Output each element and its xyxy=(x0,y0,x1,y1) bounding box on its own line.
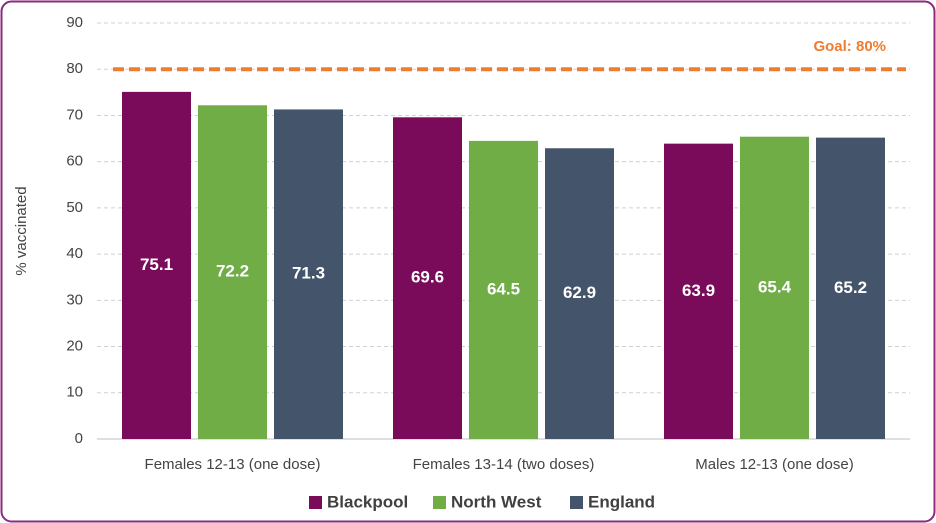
bar xyxy=(816,137,885,439)
y-tick-label: 50 xyxy=(66,199,83,216)
x-tick-label: Males 12-13 (one dose) xyxy=(695,456,853,473)
legend-label: England xyxy=(588,492,655,511)
legend-swatch xyxy=(433,496,446,509)
goal-label: Goal: 80% xyxy=(813,38,886,55)
value-label: 62.9 xyxy=(563,283,596,302)
y-tick-label: 30 xyxy=(66,291,83,308)
y-tick-label: 10 xyxy=(66,384,83,401)
y-tick-label: 20 xyxy=(66,338,83,355)
value-label: 75.1 xyxy=(140,255,173,274)
bar xyxy=(664,143,733,439)
legend-swatch xyxy=(570,496,583,509)
y-tick-label: 40 xyxy=(66,245,83,262)
legend-label: North West xyxy=(451,492,542,511)
bar xyxy=(274,109,343,440)
value-label: 69.6 xyxy=(411,268,444,287)
bar xyxy=(469,140,538,439)
value-label: 65.2 xyxy=(834,278,867,297)
x-tick-label: Females 13-14 (two doses) xyxy=(413,456,595,473)
y-tick-label: 90 xyxy=(66,14,83,31)
bar xyxy=(198,105,267,439)
y-tick-label: 80 xyxy=(66,60,83,77)
y-tick-label: 70 xyxy=(66,106,83,123)
value-label: 65.4 xyxy=(758,277,792,296)
y-tick-label: 0 xyxy=(75,430,83,447)
y-tick-label: 60 xyxy=(66,153,83,170)
value-label: 71.3 xyxy=(292,264,325,283)
bar xyxy=(545,148,614,440)
legend-label: Blackpool xyxy=(327,492,408,511)
bar xyxy=(122,91,191,440)
value-label: 63.9 xyxy=(682,281,715,300)
legend-swatch xyxy=(309,496,322,509)
bar xyxy=(393,117,462,439)
y-axis-title: % vaccinated xyxy=(13,186,30,275)
value-label: 64.5 xyxy=(487,279,520,298)
value-label: 72.2 xyxy=(216,262,249,281)
x-tick-label: Females 12-13 (one dose) xyxy=(145,456,321,473)
bar xyxy=(740,136,809,439)
